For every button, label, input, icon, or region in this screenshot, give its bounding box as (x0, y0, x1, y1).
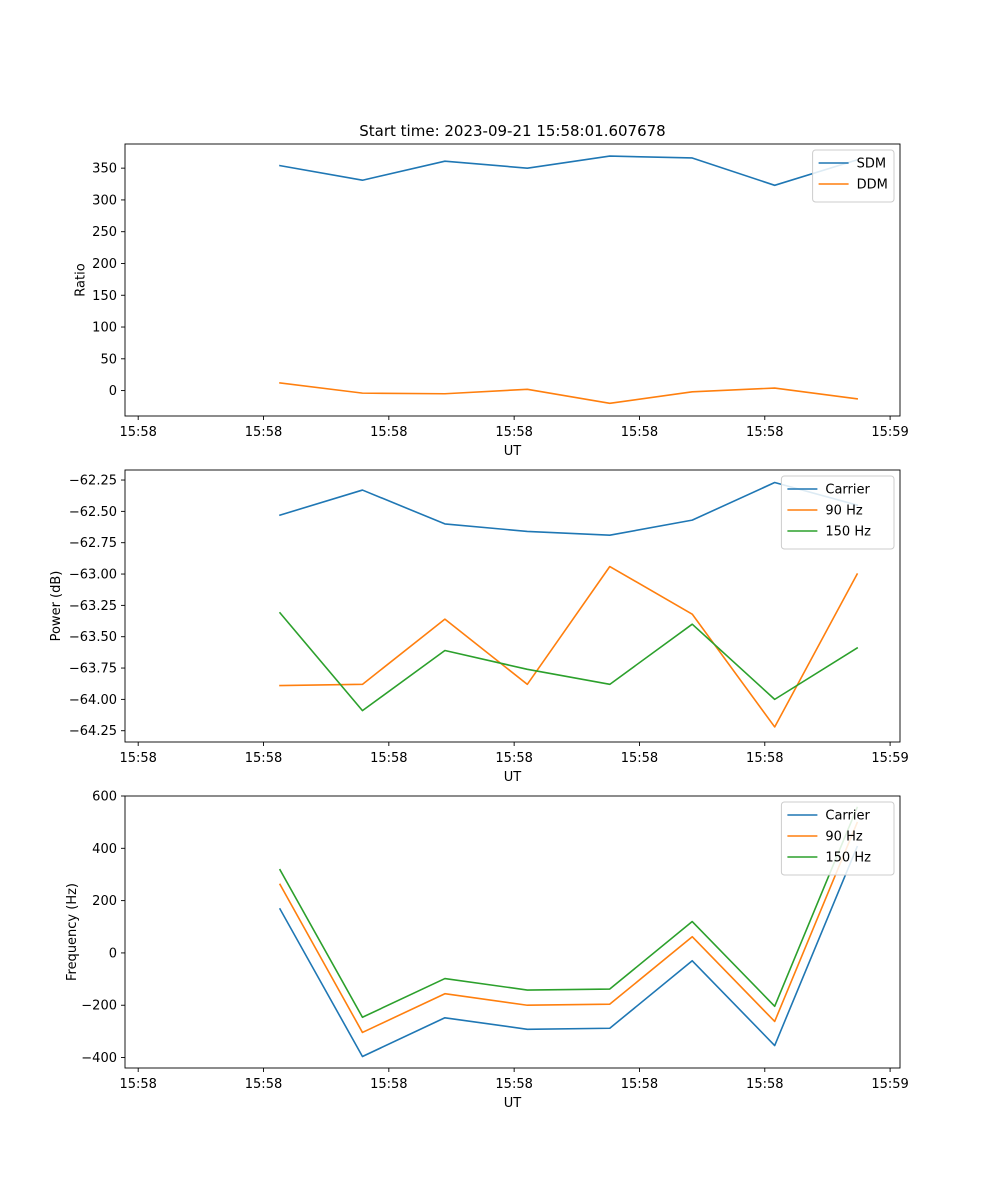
x-axis-label: UT (504, 770, 522, 785)
series-line-sdm (279, 155, 859, 187)
y-tick-label: 300 (92, 193, 117, 208)
x-tick-label: 15:58 (119, 751, 156, 766)
series-line-ddm (279, 382, 859, 405)
x-tick-label: 15:58 (245, 1077, 282, 1092)
y-tick-label: 150 (92, 289, 117, 304)
x-tick-label: 15:58 (245, 425, 282, 440)
x-tick-label: 15:58 (495, 751, 532, 766)
y-tick-label: 400 (92, 842, 117, 857)
x-tick-label: 15:58 (119, 1077, 156, 1092)
y-tick-label: −63.25 (69, 599, 117, 614)
x-tick-label: 15:58 (495, 1077, 532, 1092)
y-tick-label: −62.50 (69, 505, 117, 520)
series-line-90-hz (278, 821, 859, 1034)
legend-label: 150 Hz (825, 525, 871, 540)
y-tick-label: 200 (92, 257, 117, 272)
x-tick-label: 15:58 (621, 751, 658, 766)
y-tick-label: −400 (81, 1051, 117, 1066)
x-tick-label: 15:59 (871, 425, 908, 440)
legend: Carrier 90 Hz 150 Hz (780, 801, 895, 876)
y-tick-label: 200 (92, 894, 117, 909)
figure-title: Start time: 2023-09-21 15:58:01.607678 (359, 122, 665, 140)
legend-label: DDM (857, 178, 888, 193)
legend-label: 90 Hz (825, 830, 862, 845)
series-line-90-hz (279, 565, 859, 728)
series-line-carrier (278, 845, 859, 1058)
x-tick-label: 15:58 (621, 1077, 658, 1092)
y-tick-label: 50 (100, 352, 117, 367)
x-tick-label: 15:58 (746, 1077, 783, 1092)
legend: SDM DDM (812, 149, 895, 203)
x-tick-label: 15:58 (370, 425, 407, 440)
y-tick-label: −64.00 (69, 693, 117, 708)
x-tick-label: 15:59 (871, 751, 908, 766)
y-axis-label: Power (dB) (49, 571, 64, 642)
legend-label: Carrier (825, 483, 870, 498)
y-tick-label: −63.75 (69, 662, 117, 677)
subplot-1: 15:58 15:58 15:58 15:58 15:58 15:58 15:59 UT 0 50… (73, 143, 909, 459)
subplots: 15:58 15:58 15:58 15:58 15:58 15:58 15:59 UT 0 50… (49, 143, 909, 1112)
x-tick-label: 15:58 (495, 425, 532, 440)
x-axis-label: UT (504, 1096, 522, 1111)
subplot-3: 15:58 15:58 15:58 15:58 15:58 15:58 15:59 UT −40… (65, 790, 909, 1112)
legend-label: Carrier (825, 809, 870, 824)
subplot-2: 15:58 15:58 15:58 15:58 15:58 15:58 15:59 UT −64… (49, 469, 909, 785)
y-tick-label: −200 (81, 999, 117, 1014)
y-tick-label: −62.25 (69, 474, 117, 489)
x-tick-label: 15:58 (370, 1077, 407, 1092)
x-tick-label: 15:58 (621, 425, 658, 440)
y-tick-label: −63.50 (69, 630, 117, 645)
y-axis-label: Ratio (73, 263, 88, 296)
legend-label: 150 Hz (825, 851, 871, 866)
y-tick-label: −63.00 (69, 568, 117, 583)
axes-frame (124, 143, 901, 417)
x-tick-label: 15:58 (245, 751, 282, 766)
x-axis-label: UT (504, 444, 522, 459)
legend: Carrier 90 Hz 150 Hz (780, 475, 895, 550)
y-tick-label: 100 (92, 321, 117, 336)
x-tick-label: 15:58 (370, 751, 407, 766)
legend-label: SDM (857, 157, 886, 172)
axes-frame (124, 469, 901, 743)
series-line-150-hz (278, 806, 859, 1019)
y-tick-label: −62.75 (69, 536, 117, 551)
y-tick-label: −64.25 (69, 724, 117, 739)
x-tick-label: 15:58 (746, 425, 783, 440)
y-tick-label: 600 (92, 790, 117, 805)
series-line-carrier (279, 481, 859, 536)
legend-label: 90 Hz (825, 504, 862, 519)
x-tick-label: 15:58 (746, 751, 783, 766)
series-line-150-hz (278, 611, 859, 712)
y-axis-label: Frequency (Hz) (65, 883, 80, 981)
x-tick-label: 15:58 (119, 425, 156, 440)
y-tick-label: 350 (92, 162, 117, 177)
y-tick-label: 0 (109, 384, 117, 399)
y-tick-label: 250 (92, 225, 117, 240)
x-tick-label: 15:59 (871, 1077, 908, 1092)
y-tick-label: 0 (109, 946, 117, 961)
axes-frame (124, 795, 901, 1069)
